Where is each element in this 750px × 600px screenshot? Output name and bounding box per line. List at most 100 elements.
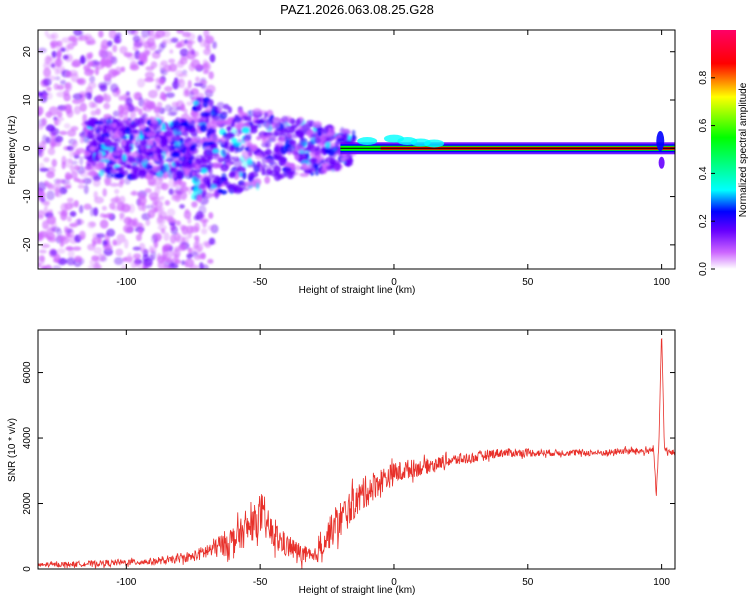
heatmap-cell	[162, 39, 167, 45]
spectrogram-xtick-label: 0	[391, 277, 397, 288]
heatmap-cell	[96, 233, 106, 239]
heatmap-cell	[175, 259, 181, 265]
spectrogram-xtick-label: 50	[522, 277, 534, 288]
heatmap-cell	[246, 157, 253, 166]
snr-ytick-label: 0	[22, 566, 33, 572]
heatmap-cell	[65, 174, 73, 180]
heatmap-cell	[198, 204, 207, 215]
heatmap-cell	[175, 170, 186, 177]
heatmap-cell	[190, 191, 198, 201]
heatmap-cell	[38, 106, 44, 116]
heatmap-cell	[95, 128, 101, 135]
heatmap-cell	[89, 140, 99, 148]
heatmap-cell	[187, 247, 193, 253]
heatmap-cell	[162, 64, 172, 73]
heatmap-cell	[47, 147, 56, 156]
heatmap-cell	[235, 128, 241, 137]
heatmap-cell	[98, 30, 104, 38]
heatmap-cell	[88, 146, 96, 152]
heatmap-cell	[162, 150, 167, 160]
heatmap-cell	[255, 152, 263, 160]
heatmap-cell	[40, 197, 46, 203]
heatmap-cell	[155, 136, 161, 144]
heatmap-cell	[208, 237, 216, 245]
heatmap-cell	[195, 76, 200, 83]
heatmap-cell	[113, 257, 124, 266]
heatmap-cell	[291, 124, 298, 129]
heatmap-cell	[88, 101, 96, 109]
heatmap-cell	[156, 253, 162, 261]
heatmap-cell	[42, 220, 49, 230]
heatmap-cell	[89, 75, 96, 84]
heatmap-cell	[174, 161, 181, 167]
figure-title: PAZ1.2026.063.08.25.G28	[280, 2, 434, 17]
spectrogram-ytick-label: 20	[22, 46, 33, 58]
heatmap-cell	[153, 106, 159, 114]
heatmap-cell	[263, 112, 269, 119]
heatmap-cell	[280, 135, 285, 143]
heatmap-cell	[114, 138, 121, 144]
heatmap-cell	[157, 172, 164, 182]
heatmap-cell	[64, 82, 71, 90]
heatmap-cell	[152, 144, 157, 150]
heatmap-cell	[91, 159, 97, 167]
heatmap-cell	[341, 133, 346, 141]
heatmap-cell	[133, 117, 139, 127]
heatmap-cell	[40, 140, 47, 150]
heatmap-cell	[171, 101, 179, 107]
heatmap-cell	[92, 240, 97, 247]
heatmap-cell	[89, 206, 95, 217]
heatmap-cell	[324, 149, 331, 155]
heatmap-cell	[164, 200, 171, 206]
heatmap-cell	[232, 158, 243, 167]
heatmap-cell	[112, 241, 122, 246]
heatmap-cell	[129, 125, 136, 135]
heatmap-cell	[216, 120, 225, 125]
heatmap-cell	[272, 117, 281, 122]
heatmap-cell	[176, 30, 184, 34]
heatmap-cell	[161, 249, 169, 259]
snr-x-label: Height of straight line (km)	[299, 585, 416, 596]
heatmap-cell	[192, 100, 199, 106]
heatmap-cell	[44, 56, 53, 65]
heatmap-cell	[62, 181, 72, 188]
heatmap-cell	[111, 196, 122, 204]
heatmap-cell	[132, 44, 139, 51]
heatmap-cell	[166, 249, 175, 258]
snr-frame	[37, 329, 676, 570]
heatmap-cell	[99, 160, 105, 170]
heatmap-cell	[190, 111, 196, 117]
colorbar-ticks: 0.0 0.2 0.4 0.6 0.8	[698, 70, 715, 276]
heatmap-cell	[152, 165, 162, 173]
heatmap-cell	[103, 93, 112, 103]
heatmap-cell	[244, 115, 252, 121]
spectrogram-y-axis: -20 -10 0 10 20	[22, 46, 675, 252]
heatmap-cell	[165, 157, 175, 163]
spectrogram-frame	[37, 29, 676, 270]
heatmap-cell	[66, 257, 76, 266]
snr-ytick-label: 4000	[22, 426, 33, 449]
heatmap-cell	[142, 257, 153, 267]
heatmap-cell	[99, 84, 108, 92]
spectrogram-ytick-label: 0	[22, 145, 33, 151]
heatmap-cell	[197, 183, 206, 190]
heatmap-cell	[266, 168, 273, 175]
snr-xtick-label: 0	[391, 577, 397, 588]
heatmap-cell	[332, 162, 342, 170]
heatmap-cell	[128, 133, 135, 142]
heatmap-cell	[98, 151, 103, 160]
heatmap-cell	[295, 129, 304, 137]
heatmap-cell	[324, 141, 331, 149]
heatmap-cell	[163, 243, 172, 250]
heatmap-cell	[193, 82, 203, 87]
heatmap-cell	[106, 228, 116, 237]
spectrogram-heatmap	[38, 30, 357, 269]
heatmap-cell	[151, 233, 158, 244]
heatmap-cell	[345, 159, 351, 167]
heatmap-cell	[125, 97, 133, 106]
carrier-wiggle	[357, 137, 378, 146]
heatmap-cell	[188, 171, 193, 179]
heatmap-cell	[176, 235, 185, 244]
heatmap-cell	[70, 202, 75, 208]
heatmap-cell	[275, 171, 280, 177]
